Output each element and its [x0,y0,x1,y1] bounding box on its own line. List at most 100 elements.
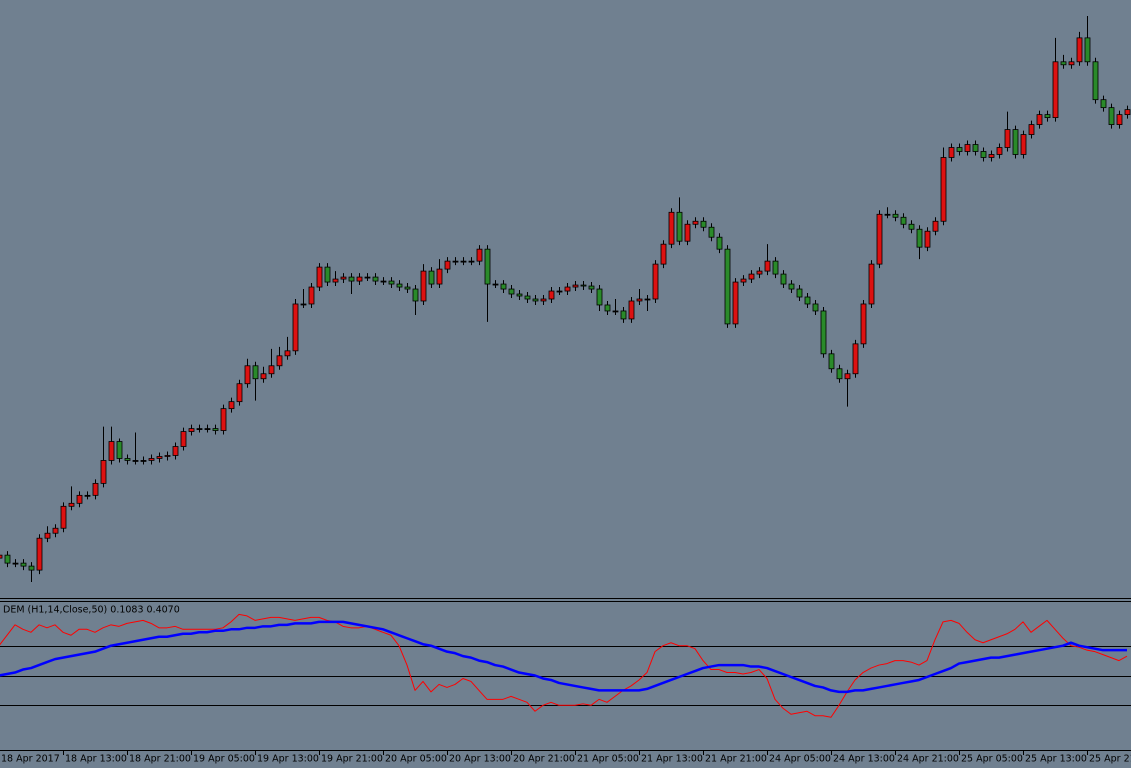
x-tick-label: 24 Apr 21:00 [897,754,959,765]
candle-body [172,446,179,456]
candle-body [220,408,227,431]
x-tick-label: 25 Apr 05:00 [961,754,1023,765]
candle-body [1076,37,1083,63]
candle-body [612,310,619,313]
candle-body [724,248,731,325]
candle-body [364,276,371,279]
candle-body [284,350,291,357]
candle-body [852,343,859,375]
candle-body [52,527,59,534]
candle-body [876,213,883,265]
candle-body [1036,114,1043,125]
candle-body [140,460,147,462]
candle-body [828,353,835,370]
candle-body [212,428,219,431]
x-tick-label: 20 Apr 21:00 [513,754,575,765]
candle-body [452,260,459,263]
candle-body [204,428,211,430]
candle-body [132,460,139,462]
candle-body [692,220,699,225]
candle-body [620,310,627,320]
candle-body [60,505,67,529]
candle-body [1100,99,1107,109]
candle-body [484,248,491,285]
candle-body [780,273,787,285]
candle-body [804,296,811,305]
candle-body [1068,61,1075,66]
candle-body [156,456,163,459]
candle-body [84,494,91,497]
candle-body [636,298,643,302]
candle-body [948,147,955,158]
candle-body [700,220,707,228]
candle-body [892,213,899,218]
candle-body [460,260,467,263]
x-tick-label: 21 Apr 21:00 [705,754,767,765]
candle-body [1060,61,1067,66]
candle-body [796,288,803,298]
candle-body [404,286,411,290]
x-tick-label: 21 Apr 05:00 [577,754,639,765]
candle-body [492,283,499,286]
candle-body [276,355,283,367]
candle-body [180,431,187,447]
candle-body [4,554,11,564]
candle-body [580,284,587,287]
candle-body [324,266,331,283]
candle-body [500,283,507,290]
x-tick-label: 18 Apr 2017 [1,754,60,765]
candle-body [1092,61,1099,101]
candle-body [244,365,251,385]
candle-body [412,288,419,302]
candle-body [300,303,307,306]
candle-body [1052,61,1059,119]
candle-body [868,263,875,305]
candle-body [196,428,203,430]
candle-body [1012,129,1019,155]
candle-body [956,147,963,152]
candle-body [988,154,995,158]
candle-body [716,236,723,250]
x-tick-label: 20 Apr 13:00 [449,754,511,765]
candle-body [100,460,107,484]
x-tick-label: 24 Apr 13:00 [833,754,895,765]
candle-body [340,276,347,280]
x-tick-label: 24 Apr 05:00 [769,754,831,765]
candle-body [604,304,611,312]
candle-body [76,494,83,504]
x-tick-label: 18 Apr 21:00 [129,754,191,765]
candle-body [900,216,907,225]
candle-body [860,303,867,345]
candle-body [444,260,451,270]
candle-body [316,266,323,288]
candle-body [356,276,363,282]
candle-body [20,562,27,567]
candle-body [572,284,579,288]
candle-body [788,283,795,290]
candle-body [332,278,339,283]
candle-body [1116,114,1123,125]
candle-body [36,537,43,571]
candle-body [260,373,267,380]
candle-body [348,276,355,282]
candle-body [1004,129,1011,148]
x-tick-label: 18 Apr 13:00 [65,754,127,765]
candle-body [684,223,691,242]
candle-body [12,562,19,565]
candle-body [540,298,547,302]
candle-body [644,298,651,301]
candle-body [732,281,739,325]
candle-body [28,565,35,571]
candle-body [188,428,195,432]
candle-body [1044,114,1051,119]
x-tick-label: 25 Apr 21:00 [1089,754,1131,765]
candle-body [236,383,243,403]
candle-body [820,310,827,355]
candle-body [588,285,595,290]
candle-body [844,373,851,380]
candle-body [396,283,403,288]
indicator-line [0,613,1128,718]
candle-body [1108,107,1115,125]
candle-body [252,365,259,380]
